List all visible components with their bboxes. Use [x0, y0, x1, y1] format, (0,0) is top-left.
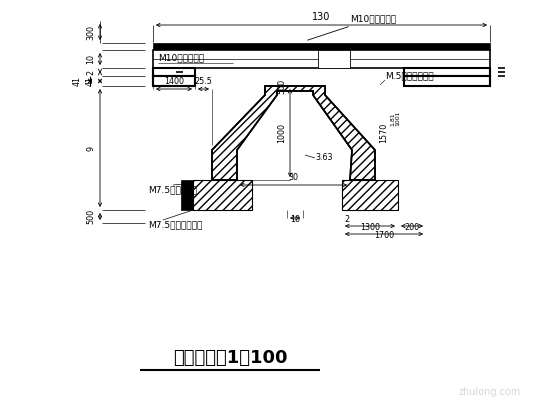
Text: 1000: 1000	[277, 123, 286, 143]
Bar	[404, 76, 490, 86]
Text: 41: 41	[73, 76, 82, 86]
Bar	[153, 68, 195, 76]
Text: M7.5砂浆浆三夹石: M7.5砂浆浆三夹石	[148, 220, 202, 229]
Bar	[404, 68, 490, 76]
Text: 9: 9	[86, 145, 95, 150]
Text: 500: 500	[277, 79, 286, 94]
Text: zhulong.com: zhulong.com	[459, 387, 521, 397]
Bar	[153, 43, 490, 50]
Bar	[153, 50, 490, 68]
Text: M.5砂浆卧三砌缝: M.5砂浆卧三砌缝	[385, 71, 433, 80]
Polygon shape	[212, 86, 375, 180]
Text: 300: 300	[86, 24, 95, 39]
Bar	[342, 180, 398, 210]
Text: 拱桥立面图1：100: 拱桥立面图1：100	[172, 349, 287, 367]
Text: M10砂浆砌毛石: M10砂浆砌毛石	[158, 53, 204, 62]
Text: 130: 130	[312, 12, 331, 22]
Text: 2: 2	[86, 69, 95, 75]
Text: 10: 10	[290, 215, 300, 224]
Text: M7.5砂浆砌毛石: M7.5砂浆砌毛石	[148, 185, 197, 194]
Text: 41: 41	[86, 76, 95, 86]
Text: 500: 500	[86, 209, 95, 224]
Text: 1400: 1400	[164, 77, 184, 86]
Text: 30: 30	[288, 173, 298, 182]
Text: 2: 2	[344, 215, 349, 224]
Text: 1.81
1001: 1.81 1001	[390, 110, 401, 126]
Text: 10: 10	[86, 54, 95, 64]
Text: 25.5: 25.5	[194, 77, 212, 86]
Text: 1570: 1570	[379, 123, 388, 143]
Bar	[318, 50, 350, 68]
Bar	[153, 76, 195, 86]
Text: 1300: 1300	[360, 223, 380, 232]
Bar	[193, 180, 252, 210]
Text: 1700: 1700	[374, 231, 394, 240]
Text: M10砂浆灌缝石: M10砂浆灌缝石	[307, 14, 396, 40]
Text: 3.63: 3.63	[315, 153, 333, 163]
Bar	[181, 180, 193, 210]
Text: 200: 200	[404, 223, 419, 232]
